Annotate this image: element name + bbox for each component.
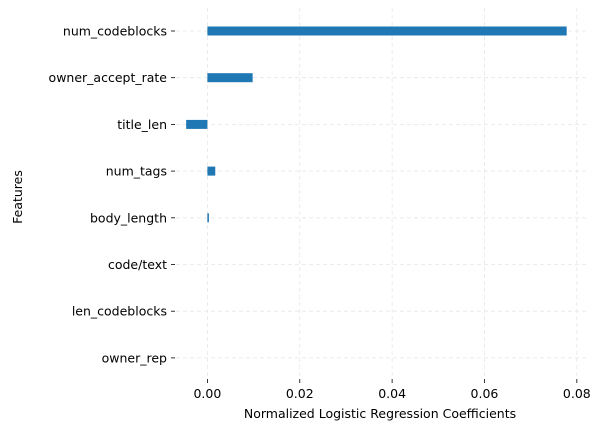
y-tick-label: owner_rep xyxy=(102,350,167,365)
y-axis-ticks: num_codeblocks owner_accept_rate title_len… xyxy=(49,24,175,365)
y-tick-label: body_length xyxy=(90,210,167,225)
y-tick-label: len_codeblocks xyxy=(72,304,167,319)
bar xyxy=(207,213,209,223)
x-tick-label: 0.00 xyxy=(193,386,221,401)
bar xyxy=(186,119,208,129)
y-tick-label: owner_accept_rate xyxy=(49,70,168,85)
x-tick-label: 0.08 xyxy=(563,386,591,401)
y-axis-label: Features xyxy=(10,170,25,224)
y-tick-label: num_codeblocks xyxy=(63,24,167,39)
bars xyxy=(186,26,567,223)
x-tick-label: 0.02 xyxy=(286,386,314,401)
x-tick-label: 0.04 xyxy=(378,386,406,401)
x-axis-ticks: 0.00 0.02 0.04 0.06 0.08 xyxy=(193,379,591,401)
y-tick-label: title_len xyxy=(117,117,167,132)
x-tick-label: 0.06 xyxy=(471,386,499,401)
bar xyxy=(207,166,216,176)
x-axis-label: Normalized Logistic Regression Coefficie… xyxy=(244,406,516,421)
bar xyxy=(207,26,567,36)
y-tick-label: code/text xyxy=(108,257,167,272)
y-tick-label: num_tags xyxy=(106,164,167,179)
bar xyxy=(207,73,253,83)
grid-lines xyxy=(176,8,587,378)
